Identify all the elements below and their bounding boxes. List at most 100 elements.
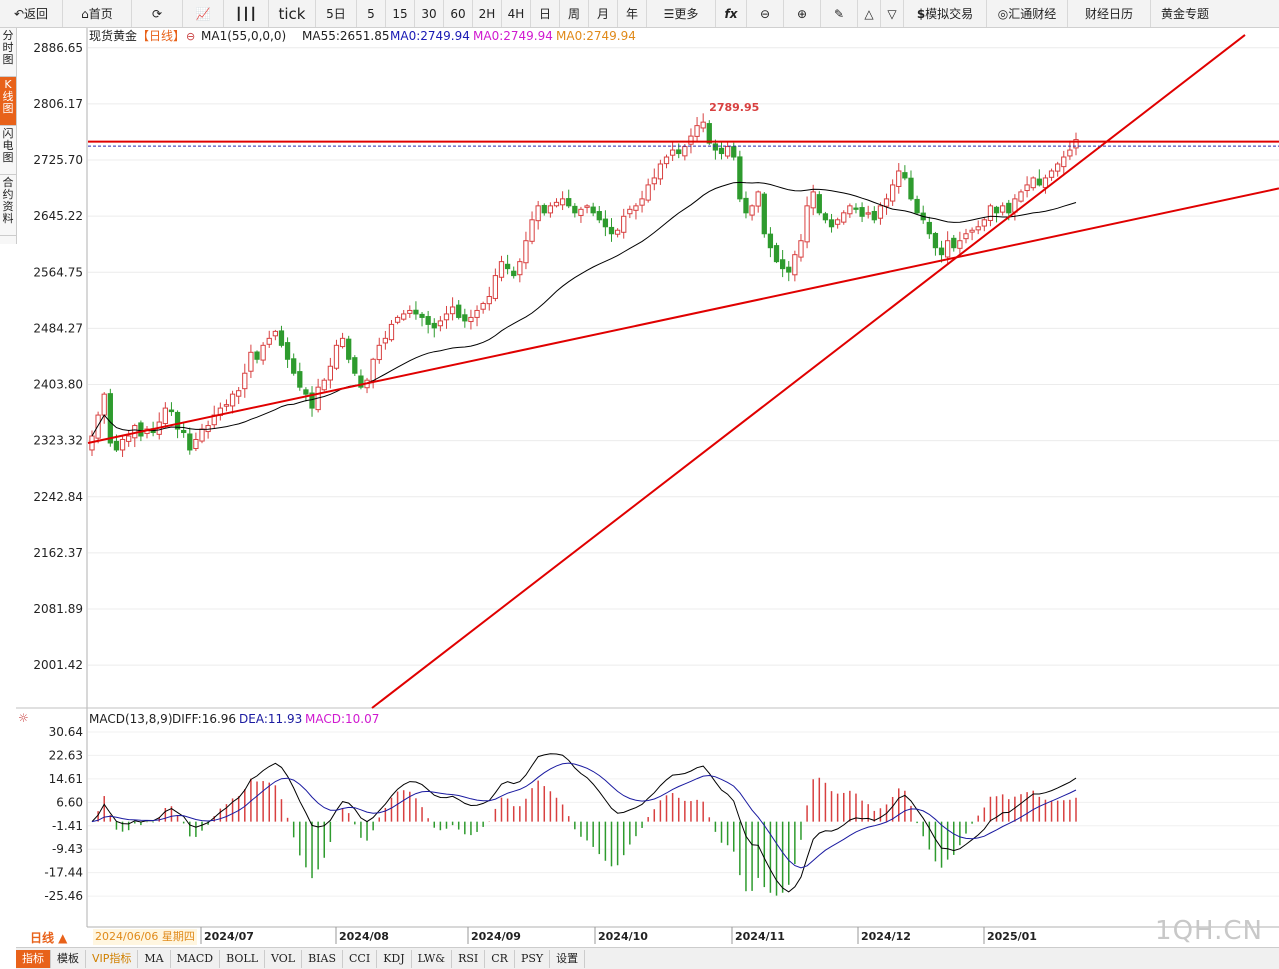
- candle-body: [602, 218, 609, 228]
- tab-kline[interactable]: K线图: [0, 77, 16, 126]
- candle-body: [621, 215, 627, 233]
- candle-body: [804, 205, 810, 243]
- candle-body: [474, 309, 480, 318]
- tab-templates[interactable]: 模板: [51, 949, 86, 968]
- gold-topic-button[interactable]: 黄金专题: [1160, 7, 1209, 21]
- candle: [248, 344, 254, 378]
- zoom-in-button[interactable]: ⊕: [784, 0, 821, 27]
- candle-body: [761, 193, 767, 235]
- candle: [902, 165, 908, 181]
- period-5day[interactable]: 5日: [316, 0, 357, 27]
- candle-body: [523, 240, 529, 264]
- candle-body: [511, 270, 517, 277]
- candle: [523, 231, 529, 270]
- tab-psy[interactable]: PSY: [515, 949, 551, 968]
- tab-cci[interactable]: CCI: [343, 949, 378, 968]
- candle: [712, 139, 719, 160]
- ma0-legend-magenta: MA0:2749.94: [473, 29, 553, 43]
- candle-body: [890, 184, 896, 202]
- macd-legend-diff: DIFF:16.96: [172, 712, 236, 726]
- candle-body: [706, 123, 712, 144]
- settings-icon[interactable]: ⊖: [186, 30, 195, 43]
- tab-indicators[interactable]: 指标: [16, 949, 51, 968]
- formula-button[interactable]: fx: [716, 0, 747, 27]
- candle: [920, 205, 926, 224]
- candle: [541, 203, 547, 216]
- period-15[interactable]: 15: [386, 0, 415, 27]
- candle: [144, 426, 150, 439]
- more-button[interactable]: ☰ 更多: [647, 0, 716, 27]
- calendar-button[interactable]: 财经日历: [1068, 0, 1151, 27]
- back-button[interactable]: ↶ 返回: [0, 0, 63, 27]
- period-4h[interactable]: 4H: [502, 0, 531, 27]
- candle-body: [278, 330, 285, 346]
- candle-body: [1067, 149, 1073, 157]
- zoom-out-button[interactable]: ⊖: [747, 0, 784, 27]
- period-5[interactable]: 5: [357, 0, 386, 27]
- candle-body: [828, 219, 835, 228]
- candle: [804, 196, 810, 249]
- candle-body: [810, 191, 816, 209]
- candle: [975, 220, 981, 235]
- period-30[interactable]: 30: [415, 0, 444, 27]
- tab-flash[interactable]: 闪电图: [0, 126, 16, 175]
- macd-legend-macd: MACD:10.07: [305, 712, 379, 726]
- tab-boll[interactable]: BOLL: [220, 949, 265, 968]
- home-button[interactable]: ⌂ 首页: [63, 0, 132, 27]
- tab-vip-indicators[interactable]: VIP指标: [86, 949, 139, 968]
- indicator-settings-icon[interactable]: ☼: [18, 711, 29, 725]
- tick-button[interactable]: tick: [269, 0, 316, 27]
- tab-lw[interactable]: LW&: [412, 949, 453, 968]
- tab-macd[interactable]: MACD: [171, 949, 221, 968]
- fx-icon: fx: [724, 6, 738, 21]
- candle-body: [303, 389, 309, 395]
- refresh-button[interactable]: ⟳: [132, 0, 183, 27]
- down-triangle-button[interactable]: ▽: [881, 0, 904, 27]
- tab-vol[interactable]: VOL: [265, 949, 303, 968]
- huitong-icon: ◎: [997, 6, 1009, 21]
- steep-trendline[interactable]: [371, 34, 1246, 709]
- support-trendline[interactable]: [87, 187, 1279, 444]
- candle-body: [297, 371, 303, 388]
- candle: [865, 205, 871, 219]
- tab-ma[interactable]: MA: [138, 949, 171, 968]
- line-chart-icon: 📈: [195, 6, 211, 21]
- candle: [284, 337, 291, 368]
- candle: [718, 141, 725, 160]
- macd-dea-line: [91, 762, 1077, 869]
- period-dropdown[interactable]: 日线 ▲: [18, 930, 100, 946]
- draw-button[interactable]: ✎: [821, 0, 858, 27]
- tab-rsi[interactable]: RSI: [452, 949, 486, 968]
- candle: [981, 217, 987, 232]
- tab-cr[interactable]: CR: [485, 949, 515, 968]
- period-2h[interactable]: 2H: [473, 0, 502, 27]
- side-tabs: 分时图 K线图 闪电图 合约资料: [0, 28, 17, 244]
- period-day[interactable]: 日: [531, 0, 560, 27]
- sim-trade-button[interactable]: $ 模拟交易: [904, 0, 987, 27]
- candle: [926, 216, 932, 239]
- up-triangle-button[interactable]: △: [858, 0, 881, 27]
- candle: [346, 335, 352, 364]
- candle-button[interactable]: ┃┃┃: [224, 0, 269, 27]
- period-60[interactable]: 60: [444, 0, 473, 27]
- candle: [181, 421, 187, 438]
- candle: [126, 429, 132, 447]
- period-month[interactable]: 月: [589, 0, 618, 27]
- macd-y-tick-label: 30.64: [49, 725, 83, 739]
- period-week[interactable]: 周: [560, 0, 589, 27]
- period-year[interactable]: 年: [618, 0, 647, 27]
- tab-timeshare[interactable]: 分时图: [0, 28, 16, 77]
- candle-body: [358, 375, 364, 388]
- tab-kdj[interactable]: KDJ: [377, 949, 412, 968]
- chart-type-button[interactable]: 📈: [183, 0, 224, 27]
- huitong-button[interactable]: ◎ 汇通财经: [987, 0, 1068, 27]
- candle: [95, 411, 101, 444]
- candle: [627, 205, 633, 219]
- tab-contract-info[interactable]: 合约资料: [0, 175, 16, 236]
- tab-settings[interactable]: 设置: [550, 949, 586, 968]
- tab-bias[interactable]: BIAS: [302, 949, 343, 968]
- candle: [132, 423, 138, 448]
- candle: [358, 369, 364, 390]
- candle-body: [480, 302, 486, 310]
